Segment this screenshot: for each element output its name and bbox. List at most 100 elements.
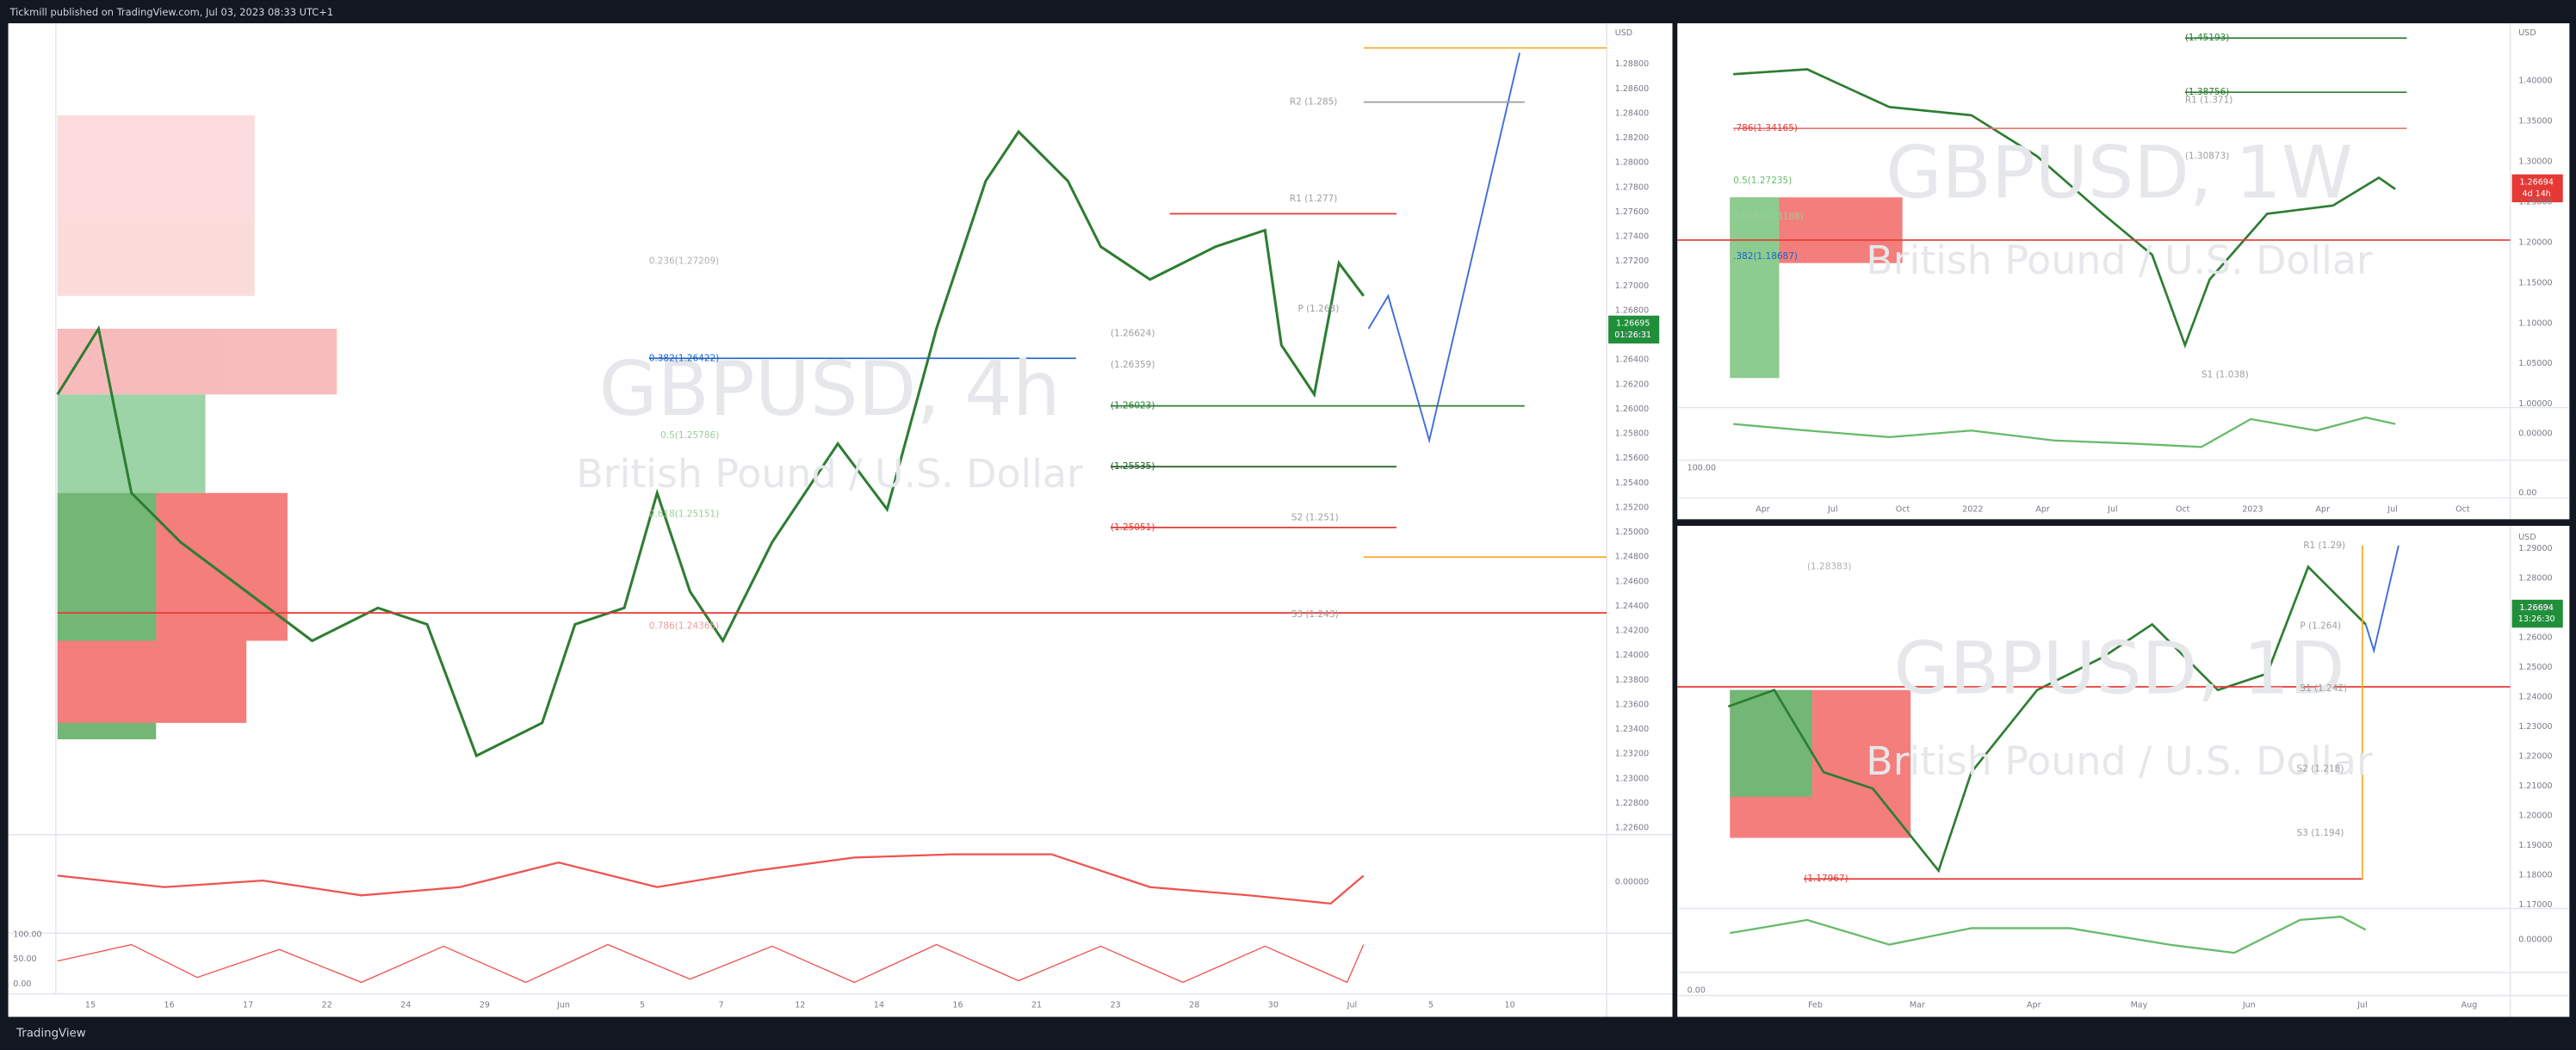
price-tag-1d (2511, 599, 2563, 628)
price-axis-label: 1.00000 (2518, 399, 2552, 409)
level-lines (57, 37, 2511, 880)
time-axis-label: Jun (556, 1001, 570, 1010)
price-axis-label: 1.26400 (1615, 355, 1649, 365)
time-axis-label: 21 (1031, 1001, 1042, 1010)
level-label: P (1.268) (1297, 304, 1339, 314)
time-axis-label: Feb (1808, 1001, 1823, 1010)
price-axis-label: 1.23000 (2518, 722, 2552, 732)
time-axis-label: Oct (2455, 504, 2470, 514)
price-axis-label: 1.24400 (1615, 602, 1649, 611)
price-axis-label: 1.24200 (1615, 627, 1649, 636)
price-axis-label: 1.17000 (2518, 900, 2552, 910)
last-price: 1.26694 (2519, 603, 2553, 613)
watermark-description: British Pound / U.S. Dollar (1866, 738, 2373, 784)
price-axis-label: 1.28400 (1615, 109, 1649, 119)
indicator-label: 0.00 (1687, 985, 1706, 995)
time-axis-label: 17 (243, 1001, 253, 1010)
level-label: (1.26359) (1111, 360, 1155, 370)
projection-1d (2364, 545, 2400, 654)
level-label: 0.5(1.25786) (660, 430, 719, 441)
price-axis-label: 1.24600 (1615, 577, 1649, 586)
time-axis-label: Apr (2316, 504, 2331, 514)
level-label: P (1.264) (2300, 621, 2341, 631)
price-axis-label: 1.27800 (1615, 182, 1649, 192)
separators (8, 23, 2570, 1017)
indicator-label: 0.00000 (1615, 878, 1649, 887)
price-axis-label: 1.24000 (1615, 651, 1649, 660)
time-axis-label: 2023 (2242, 504, 2263, 514)
price-axis-label: 1.23800 (1615, 676, 1649, 685)
level-label: S3 (1.194) (2297, 828, 2344, 838)
level-label: (1.25535) (1111, 461, 1155, 472)
price-axis-label: 1.35000 (2518, 116, 2552, 126)
last-price: 1.26695 (1616, 319, 1650, 329)
price-axis-label: 1.26600 (1615, 330, 1649, 340)
time-axis-label: Jul (1347, 1001, 1357, 1010)
time-axis-label: May (2131, 1001, 2148, 1010)
time-axis-label: Jul (2356, 1001, 2368, 1010)
price-axis-label: 1.22000 (2518, 752, 2552, 762)
time-axis-label: Apr (2035, 504, 2050, 514)
footer-brand: TradingView (15, 1028, 86, 1041)
price-axis-label: 1.15000 (2518, 278, 2552, 287)
price-tag-1w (2511, 174, 2563, 203)
price-axis-label: 1.27000 (2518, 603, 2552, 613)
price-axis-label: 1.26000 (1615, 405, 1649, 414)
level-label: (1.38756) (2185, 87, 2230, 97)
level-label: 0.618(1.23188) (1733, 212, 1804, 222)
price-axis-label: 1.10000 (2518, 318, 2552, 328)
time-axis-label: 30 (1268, 1001, 1279, 1010)
indicator-label: 0.00 (2518, 488, 2536, 497)
time-axis-label: 5 (1428, 1001, 1434, 1010)
price-axis-label: 1.05000 (2518, 359, 2552, 368)
time-axis-label: 15 (85, 1001, 96, 1010)
price-axis-label: 1.27200 (1615, 256, 1649, 266)
price-axis-label: 1.26800 (1615, 306, 1649, 315)
price-axis-label: 1.25800 (1615, 429, 1649, 439)
time-axis-label: 5 (640, 1001, 645, 1010)
price-axis-label: 1.22800 (1615, 799, 1649, 808)
level-label: (1.28383) (1807, 562, 1852, 572)
price-axis-label: 1.23600 (1615, 700, 1649, 709)
price-axis-label: 1.30000 (2518, 157, 2552, 166)
price-path-1w (1733, 68, 2396, 349)
time-axis-label: Apr (1756, 504, 1770, 514)
price-path-4h (56, 129, 1365, 758)
level-label: S3 (1.243) (1291, 609, 1339, 620)
price-axis-label: 1.25600 (1615, 454, 1649, 463)
price-axis-label: 1.28200 (1615, 133, 1649, 143)
time-axis-label: 7 (719, 1001, 724, 1010)
oscillators (57, 416, 2396, 984)
price-axis-label: 1.40000 (2518, 76, 2552, 85)
time-axis-label: 14 (874, 1001, 884, 1010)
time-axis-label: 28 (1189, 1001, 1199, 1010)
watermark-description: British Pound / U.S. Dollar (576, 450, 1083, 497)
time-axis-label: 29 (480, 1001, 490, 1010)
time-axis-label: 16 (952, 1001, 963, 1010)
level-label: R1 (1.277) (1290, 194, 1337, 204)
time-axis-label: 22 (322, 1001, 332, 1010)
indicator-label: 100.00 (1687, 464, 1716, 473)
indicator-label: 0.00 (13, 979, 31, 989)
level-label: S2 (1.218) (2297, 763, 2344, 774)
price-axis-label: 1.25000 (2518, 197, 2552, 207)
price-axis-label: 1.28000 (1615, 158, 1649, 168)
time-axis-label: Jul (1827, 504, 1838, 514)
price-axis-label: 1.27400 (1615, 232, 1649, 242)
price-axis-label: 1.28000 (2518, 574, 2552, 584)
indicator-label: 0.00000 (2518, 429, 2552, 439)
price-axis-label: 1.25000 (1615, 528, 1649, 537)
time-axis-label: Oct (1896, 504, 1910, 514)
level-label: (1.25051) (1111, 522, 1155, 533)
price-axis-label: 1.21000 (2518, 781, 2552, 791)
level-label: .786(1.34165) (1733, 123, 1798, 133)
watermark-symbol: GBPUSD, 4h (599, 345, 1061, 433)
level-label: R1 (1.371) (2185, 96, 2232, 106)
level-label: (1.26624) (1111, 329, 1155, 339)
panel-1w (1677, 23, 2570, 520)
price-axis-label: 1.26000 (2518, 633, 2552, 643)
level-label: (1.17967) (1804, 874, 1848, 884)
countdown: 4d 14h (2523, 189, 2551, 199)
